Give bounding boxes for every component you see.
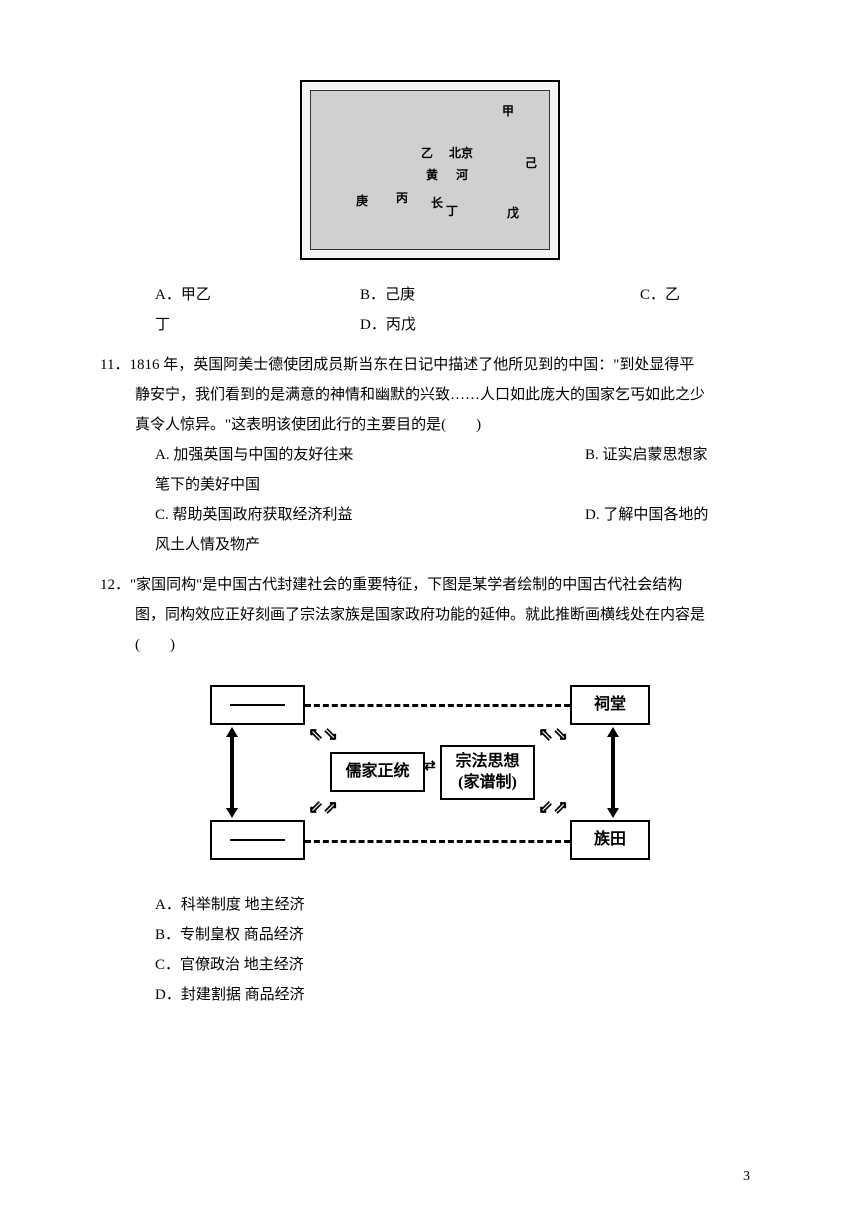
center2-l1: 宗法思想 [455, 752, 519, 773]
diag-arrow-3: ⇖⇘ [538, 725, 568, 743]
map-inner: 甲 乙 北京 己 黄 河 庚 丙 长 丁 戊 [310, 90, 550, 250]
q11-line1: 11．1816 年，英国阿美士德使团成员斯当东在日记中描述了他所见到的中国："到… [100, 350, 760, 380]
q12-line3: ( ) [100, 630, 760, 660]
q11-num: 11． [100, 357, 129, 373]
blank-line-2 [230, 839, 285, 841]
map-label-ji: 己 [525, 151, 537, 175]
q11-text1: 1816 年，英国阿美士德使团成员斯当东在日记中描述了他所见到的中国："到处显得… [129, 357, 694, 373]
h-arrow-center: ⇄ [424, 760, 436, 774]
q11-opts-row1: A. 加强英国与中国的友好往来 B. 证实启蒙思想家 [100, 440, 760, 470]
q11-opt-b: B. 证实启蒙思想家 [585, 440, 708, 470]
q12-opt-d: D．封建割据 商品经济 [155, 980, 760, 1010]
q11-line2: 静安宁，我们看到的是满意的神情和幽默的兴致……人口如此庞大的国家乞丐如此之少 [100, 380, 760, 410]
q12-options: A．科举制度 地主经济 B．专制皇权 商品经济 C．官僚政治 地主经济 D．封建… [100, 890, 760, 1010]
q10-options-row2: 丁 D．丙戊 [155, 310, 760, 340]
diag-arrow-1: ⇖⇘ [308, 725, 338, 743]
q11-opt-d: D. 了解中国各地的 [585, 500, 708, 530]
diagram-box-center1: 儒家正统 [330, 752, 425, 792]
page-number: 3 [743, 1163, 750, 1191]
diagram-box-center2: 宗法思想 (家谱制) [440, 745, 535, 800]
structure-diagram: 儒家正统 宗法思想 (家谱制) 祠堂 族田 ⇖⇘ ⇙⇗ ⇖⇘ ⇙⇗ ⇄ [210, 680, 650, 870]
center2-l2: (家谱制) [458, 773, 517, 794]
q10-opt-c: C．乙 [640, 280, 760, 310]
dash-top [305, 704, 570, 707]
map-label-yi: 乙 [421, 141, 433, 165]
diag-arrow-2: ⇙⇗ [308, 798, 338, 816]
q12-num: 12． [100, 577, 130, 593]
map-label-huang: 黄 [426, 163, 438, 187]
q12-opt-b: B．专制皇权 商品经济 [155, 920, 760, 950]
map-figure: 甲 乙 北京 己 黄 河 庚 丙 长 丁 戊 [300, 80, 560, 260]
map-label-geng: 庚 [356, 189, 368, 213]
q11-line3: 真令人惊异。"这表明该使团此行的主要目的是( ) [100, 410, 760, 440]
question-11: 11．1816 年，英国阿美士德使团成员斯当东在日记中描述了他所见到的中国："到… [100, 350, 760, 560]
q11-opts-row2: C. 帮助英国政府获取经济利益 D. 了解中国各地的 [100, 500, 760, 530]
map-label-jia: 甲 [502, 99, 514, 123]
map-label-bing: 丙 [396, 186, 408, 210]
q12-text1: "家国同构"是中国古代封建社会的重要特征，下图是某学者绘制的中国古代社会结构 [130, 577, 682, 593]
diagram-box-blank-bottom [210, 820, 305, 860]
q11-opt-d2: 风土人情及物产 [100, 530, 760, 560]
question-12: 12．"家国同构"是中国古代封建社会的重要特征，下图是某学者绘制的中国古代社会结… [100, 570, 760, 1010]
map-label-ding: 丁 [446, 199, 458, 223]
diagram-box-right-top: 祠堂 [570, 685, 650, 725]
q11-opt-c: C. 帮助英国政府获取经济利益 [155, 500, 585, 530]
q11-opt-b2: 笔下的美好中国 [100, 470, 760, 500]
q12-line2: 图，同构效应正好刻画了宗法家族是国家政府功能的延伸。就此推断画横线处在内容是 [100, 600, 760, 630]
map-label-he: 河 [456, 163, 468, 187]
q10-opt-b: B．己庚 [360, 280, 640, 310]
q10-opt-a: A．甲乙 [155, 280, 360, 310]
map-label-wu: 戊 [507, 201, 519, 225]
diag-arrow-4: ⇙⇗ [538, 798, 568, 816]
dash-bottom [305, 840, 570, 843]
q12-opt-a: A．科举制度 地主经济 [155, 890, 760, 920]
q10-opt-d-left: 丁 [155, 310, 360, 340]
q12-opt-c: C．官僚政治 地主经济 [155, 950, 760, 980]
q12-line1: 12．"家国同构"是中国古代封建社会的重要特征，下图是某学者绘制的中国古代社会结… [100, 570, 760, 600]
q10-opt-d-right: D．丙戊 [360, 310, 416, 340]
blank-line-1 [230, 704, 285, 706]
arrow-right-vertical [611, 735, 615, 810]
diagram-box-blank-top [210, 685, 305, 725]
map-label-chang: 长 [431, 191, 443, 215]
diagram-box-right-bottom: 族田 [570, 820, 650, 860]
q10-options-row1: A．甲乙 B．己庚 C．乙 [155, 280, 760, 310]
arrow-left-vertical [230, 735, 234, 810]
map-label-beijing: 北京 [449, 141, 473, 165]
q11-opt-a: A. 加强英国与中国的友好往来 [155, 440, 585, 470]
